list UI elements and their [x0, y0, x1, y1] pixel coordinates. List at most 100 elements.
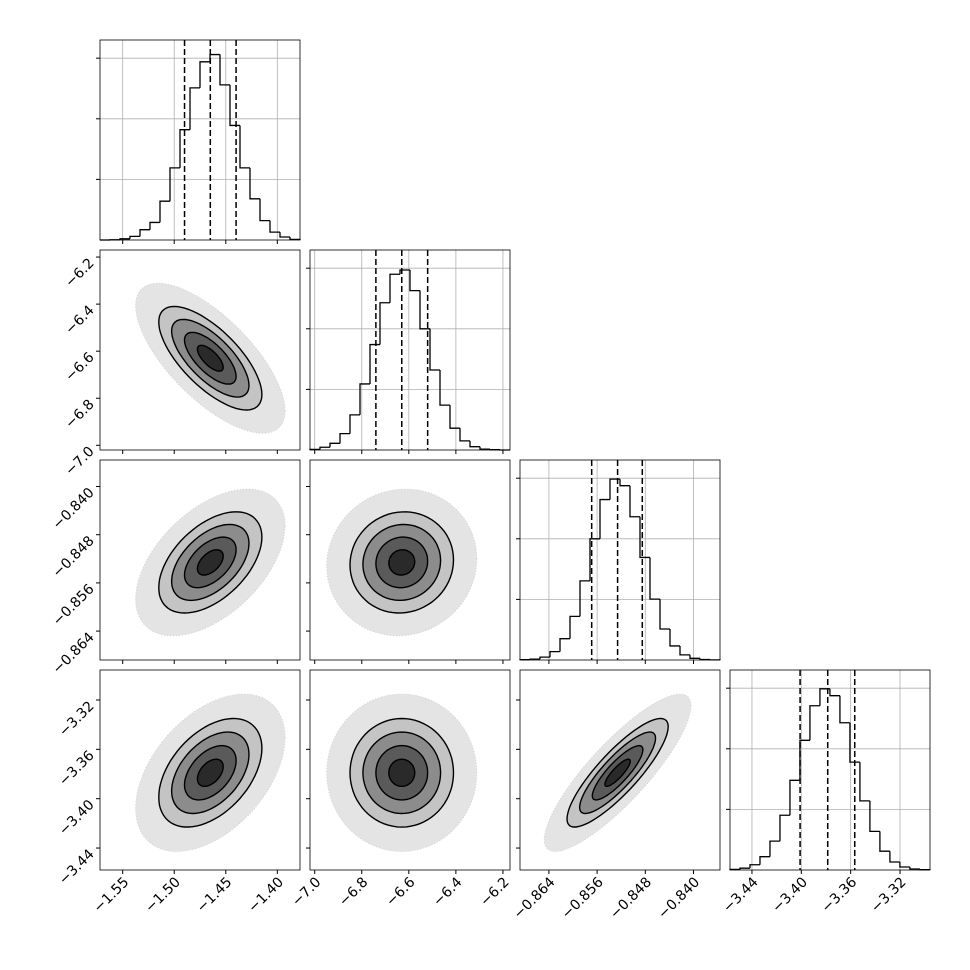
histogram-step: [329, 442, 340, 448]
y-tick-label: −7.0: [62, 444, 97, 479]
histogram-step: [189, 87, 200, 130]
x-tick-label: −1.50: [142, 874, 184, 916]
x-tick-label: −3.44: [720, 874, 762, 916]
histogram-step: [389, 273, 400, 303]
histogram-step: [469, 440, 480, 448]
y-tick-label: −6.2: [62, 255, 97, 290]
histogram-step: [809, 705, 820, 741]
histogram-step: [399, 269, 410, 275]
histogram-step: [459, 428, 470, 442]
y-tick-label: −0.856: [50, 581, 98, 629]
y-tick-label: −6.6: [62, 349, 97, 384]
histogram-step: [129, 235, 140, 239]
histogram-step: [339, 432, 350, 444]
x-tick-label: −0.840: [655, 874, 703, 922]
x-tick-label: −1.40: [245, 874, 287, 916]
histogram-step: [689, 654, 700, 659]
histogram-step: [849, 722, 860, 763]
histogram-step: [659, 599, 670, 630]
panel-frame: [309, 249, 511, 451]
panel-frame: [309, 669, 511, 871]
x-tick-label: −1.55: [91, 874, 133, 916]
histogram-step: [589, 538, 600, 581]
histogram-step: [429, 328, 440, 371]
histogram-step: [449, 405, 460, 429]
histogram-step: [119, 238, 130, 240]
histogram-step: [579, 580, 590, 617]
histogram-step: [529, 658, 540, 660]
panel-frame: [519, 669, 721, 871]
y-tick-label: −3.40: [56, 797, 98, 839]
x-tick-label: −0.856: [559, 874, 607, 922]
histogram-step: [349, 414, 360, 434]
panel-frame: [99, 669, 301, 871]
contour: [388, 758, 416, 787]
histogram-step: [749, 864, 760, 869]
histogram-step: [899, 862, 910, 868]
histogram-step: [679, 645, 690, 656]
histogram-step: [369, 343, 380, 384]
x-tick-label: −6.2: [477, 874, 512, 909]
histogram-step: [239, 125, 250, 169]
histogram-step: [909, 866, 920, 870]
histogram-step: [699, 658, 710, 661]
histogram-step: [419, 290, 430, 330]
histogram-step: [839, 695, 850, 724]
histogram-step: [229, 84, 240, 127]
histogram-step: [539, 656, 550, 660]
histogram-step: [219, 54, 230, 86]
histogram-step: [139, 229, 150, 237]
x-tick-label: −6.8: [336, 874, 371, 909]
panel-frame: [99, 249, 301, 451]
histogram-step: [319, 446, 330, 450]
histogram-step: [549, 650, 560, 658]
histogram-step: [169, 167, 180, 202]
histogram-step: [479, 446, 490, 450]
panel-frame: [519, 459, 721, 661]
contour: [196, 758, 224, 787]
histogram-step: [249, 167, 260, 200]
x-tick-label: −0.864: [511, 874, 559, 922]
y-tick-label: −3.32: [56, 698, 98, 740]
x-tick-label: −1.45: [194, 874, 236, 916]
histogram-step: [759, 856, 770, 865]
y-tick-label: −0.848: [50, 533, 98, 581]
histogram-step: [859, 762, 870, 802]
histogram-step: [769, 840, 780, 857]
x-tick-label: −3.36: [819, 874, 861, 916]
histogram-step: [819, 688, 830, 706]
histogram-step: [869, 800, 880, 833]
histogram-step: [599, 498, 610, 539]
histogram-step: [359, 383, 370, 415]
histogram-step: [259, 198, 270, 222]
histogram-step: [739, 867, 750, 870]
x-tick-label: −3.32: [868, 874, 910, 916]
panel-frame: [309, 459, 511, 661]
y-tick-label: −6.4: [62, 302, 97, 337]
histogram-step: [379, 302, 390, 345]
x-tick-label: −6.4: [430, 874, 465, 909]
histogram-step: [629, 485, 640, 518]
panel-frame: [729, 669, 931, 871]
histogram-step: [439, 370, 450, 406]
histogram-step: [779, 814, 790, 842]
contour: [196, 549, 224, 576]
histogram-step: [279, 232, 290, 238]
contour: [604, 758, 631, 787]
contour: [196, 344, 224, 372]
y-tick-label: −0.840: [50, 485, 98, 533]
panel-frame: [99, 39, 301, 241]
histogram-step: [149, 221, 160, 230]
x-tick-label: −6.6: [383, 874, 418, 909]
histogram-step: [199, 61, 210, 88]
histogram-step: [559, 638, 570, 652]
x-tick-label: −0.848: [607, 874, 655, 922]
y-tick-label: −0.864: [50, 629, 98, 677]
y-tick-label: −3.44: [56, 846, 98, 888]
histogram-step: [619, 479, 630, 487]
panel-frame: [99, 459, 301, 661]
histogram-step: [269, 220, 280, 233]
histogram-step: [649, 557, 660, 600]
